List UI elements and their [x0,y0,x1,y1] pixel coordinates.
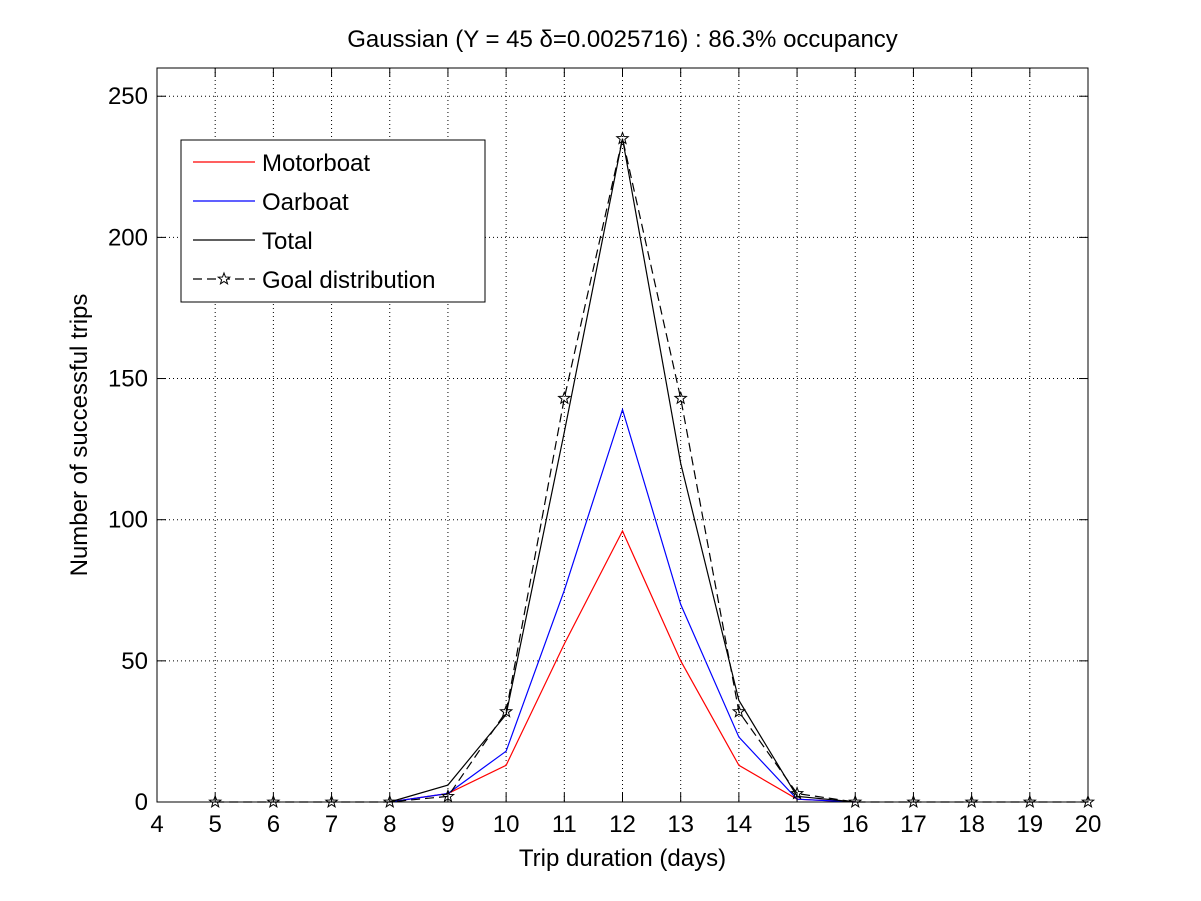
x-tick-label: 14 [726,811,753,838]
x-tick-label: 11 [552,811,577,838]
y-tick-label: 50 [121,648,148,675]
legend-box [180,139,486,303]
x-tick-label: 8 [383,811,396,838]
data-point-star [208,794,223,809]
data-point-star [964,794,979,809]
y-tick-label: 150 [108,366,148,393]
data-point-star [382,794,397,809]
y-tick-label: 250 [108,83,148,110]
legend-marker-star [216,271,232,286]
y-axis-label: Number of successful trips [66,294,93,577]
series-motorboat [389,529,856,803]
x-tick-label: 10 [493,811,520,838]
y-tick-label: 0 [135,789,148,816]
data-point-star [848,794,863,809]
x-tick-label: 16 [842,811,869,838]
data-point-star [731,704,746,718]
data-point-star [1022,794,1037,809]
data-point-star [499,704,514,718]
legend-label: Oarboat [262,189,349,216]
x-tick-label: 17 [900,811,927,838]
x-tick-label: 13 [667,811,694,838]
chart-title: Gaussian (Y = 45 δ=0.0025716) : 86.3% oc… [347,26,898,53]
series-line [389,529,856,803]
y-tick-label: 100 [108,507,148,534]
data-point-star [673,390,688,405]
x-tick-label: 4 [150,811,163,838]
x-tick-label: 7 [325,811,338,838]
axis-ticks: 4 5 6 7 8 9 10 11 12 13 14 15 16 17 18 19 20050100150200… [108,68,1101,838]
legend-label: Total [262,228,313,255]
y-tick-label: 200 [108,224,148,251]
series-line [389,138,856,803]
data-point-star [615,131,630,145]
x-tick-label: 18 [958,811,985,838]
data-point-star [1080,794,1096,809]
data-point-star [906,794,921,809]
x-tick-label: 12 [609,811,636,838]
series-total [389,138,856,803]
legend: Motorboat Oarboat Total Goal distribution [180,139,486,303]
x-tick-label: 9 [441,811,454,838]
data-point-star [557,390,572,405]
x-tick-label: 5 [209,811,222,838]
legend-label: Goal distribution [262,267,435,294]
series-oarboat [389,407,856,803]
series-line [389,407,856,803]
data-point-star [324,794,339,809]
x-tick-label: 15 [784,811,811,838]
x-tick-label: 20 [1075,811,1102,838]
legend-label: Motorboat [262,150,370,177]
data-point-star [266,794,281,809]
x-tick-label: 6 [267,811,280,838]
x-axis-label: Trip duration (days) [519,845,726,872]
x-tick-label: 19 [1016,811,1043,838]
